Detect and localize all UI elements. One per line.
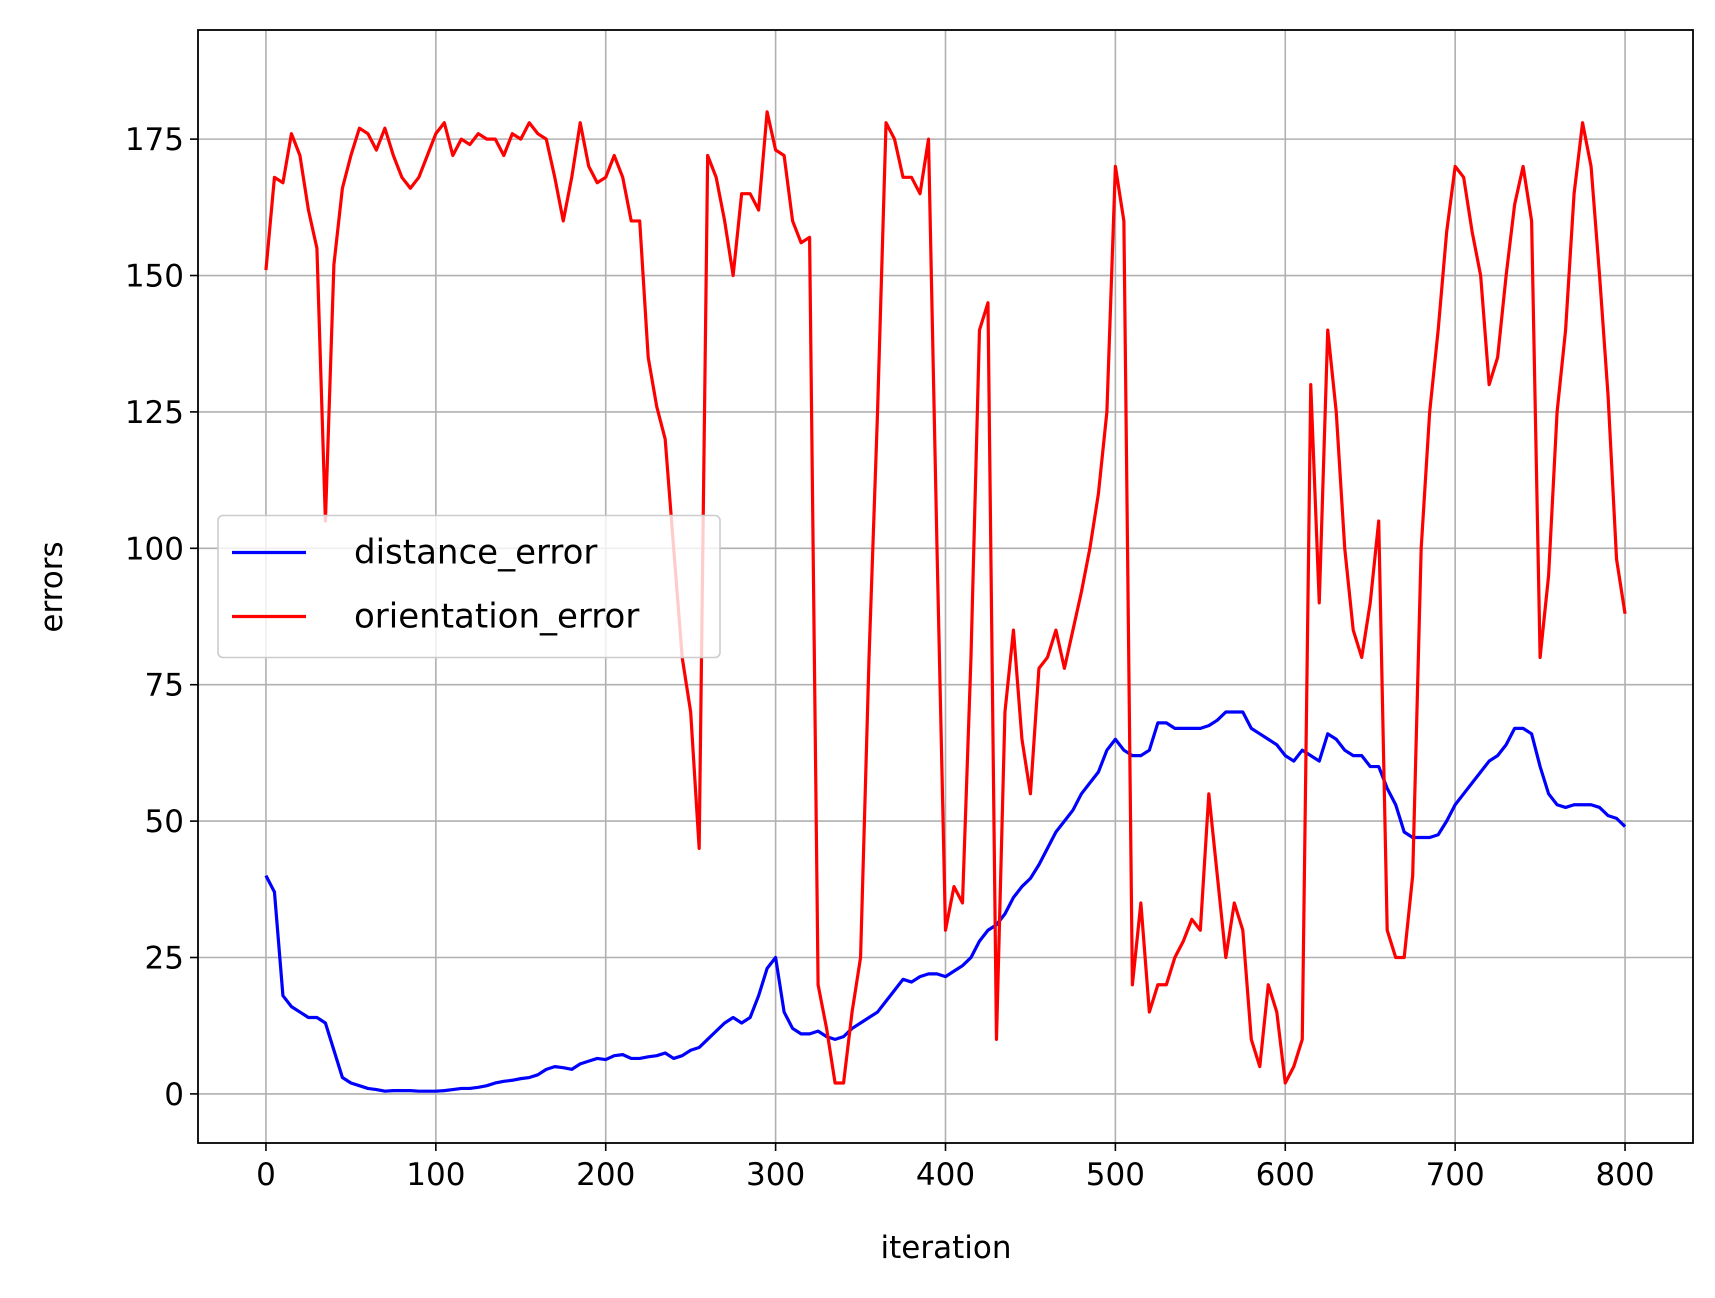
x-tick-label: 100 — [406, 1157, 465, 1193]
x-tick-label: 600 — [1256, 1157, 1315, 1193]
legend: distance_error orientation_error — [217, 514, 721, 659]
y-tick-label: 25 — [145, 941, 184, 977]
y-axis-label: errors — [34, 541, 70, 632]
x-tick-label: 0 — [256, 1157, 276, 1193]
y-tick-label: 150 — [125, 259, 184, 295]
y-tick-label: 75 — [145, 668, 184, 704]
x-tick-label: 400 — [916, 1157, 975, 1193]
x-tick-label: 200 — [576, 1157, 635, 1193]
data-line — [264, 110, 1627, 1085]
x-tick-label: 800 — [1595, 1157, 1654, 1193]
y-tick-label: 125 — [125, 395, 184, 431]
ticks: 0 100 200 300 400 500 600 700 800 0 25 50 75 100 125 15… — [125, 122, 1655, 1193]
grid — [198, 30, 1693, 1143]
legend-label: distance_error — [354, 533, 597, 573]
legend-box — [217, 514, 721, 659]
x-tick-label: 500 — [1086, 1157, 1145, 1193]
y-tick-label: 100 — [125, 531, 184, 567]
x-tick-label: 300 — [746, 1157, 805, 1193]
x-tick-label: 700 — [1426, 1157, 1485, 1193]
y-tick-label: 175 — [125, 122, 184, 158]
legend-label: orientation_error — [354, 597, 639, 637]
y-tick-label: 50 — [145, 804, 184, 840]
y-tick-label: 0 — [164, 1077, 184, 1113]
data-line — [264, 710, 1627, 1093]
x-axis-label: iteration — [881, 1230, 1012, 1266]
lines — [264, 110, 1627, 1093]
